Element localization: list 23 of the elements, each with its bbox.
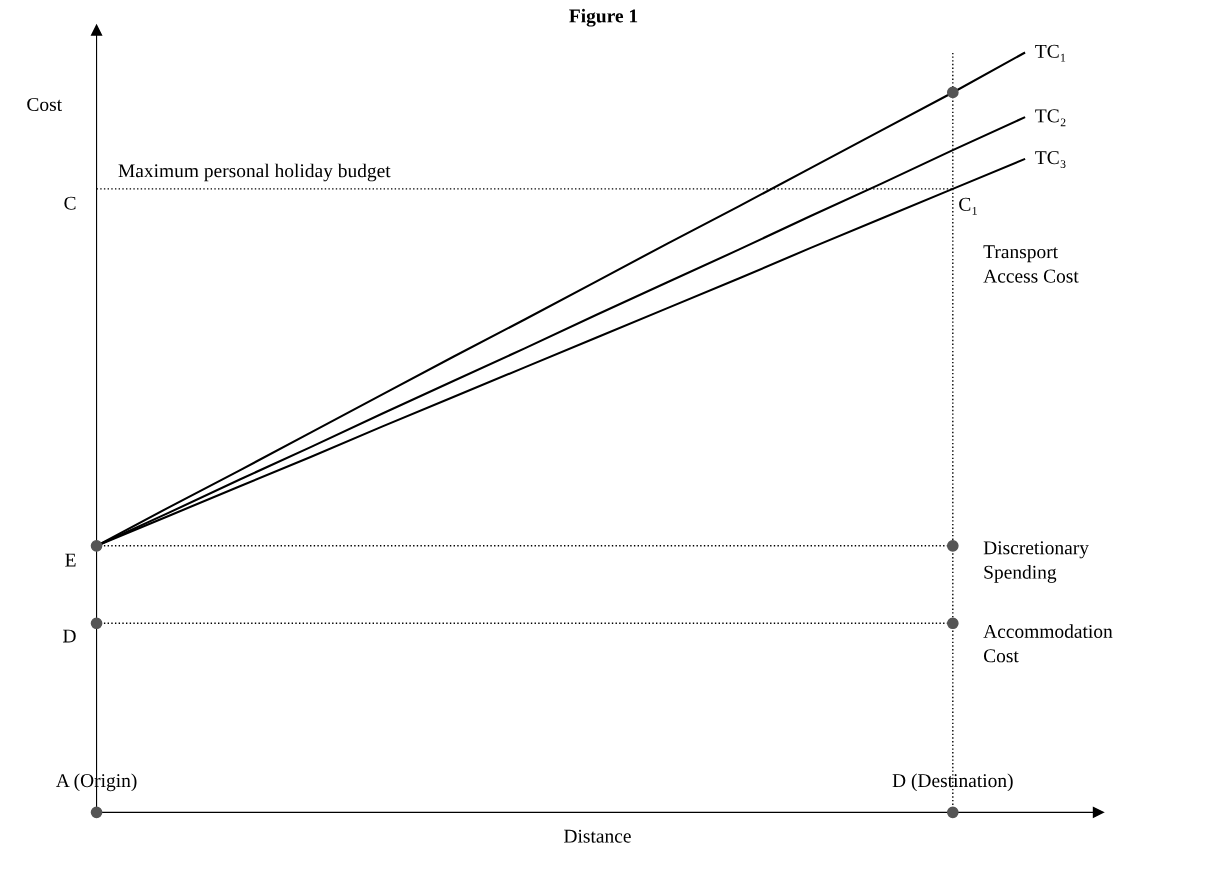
- x-axis-title: Distance: [564, 829, 631, 843]
- series-label: TC₁: [1035, 44, 1066, 62]
- series-label: TC₃: [1035, 151, 1066, 168]
- ref-line-label: Maximum personal holiday budget: [118, 163, 391, 182]
- text: Accommodation: [983, 624, 1113, 638]
- text: D: [63, 629, 76, 643]
- annotation: Discretionary Spending: [983, 541, 1089, 583]
- point: [946, 539, 959, 552]
- annotation: Transport Access Cost: [983, 245, 1079, 283]
- annotation: C₁: [959, 197, 977, 215]
- point: [90, 806, 103, 819]
- point: [90, 617, 103, 630]
- y-axis-title: Cost: [983, 649, 1019, 663]
- point: [946, 806, 959, 819]
- text: C: [64, 196, 76, 210]
- text: Cost: [27, 97, 62, 111]
- series-label: TC₂: [1035, 109, 1066, 127]
- point: [90, 539, 103, 552]
- point: [946, 86, 959, 99]
- point: [946, 617, 959, 630]
- text: E: [65, 553, 76, 567]
- chart-title: Figure 1: [569, 8, 638, 27]
- x-tick-label: D (Destination): [892, 773, 1013, 792]
